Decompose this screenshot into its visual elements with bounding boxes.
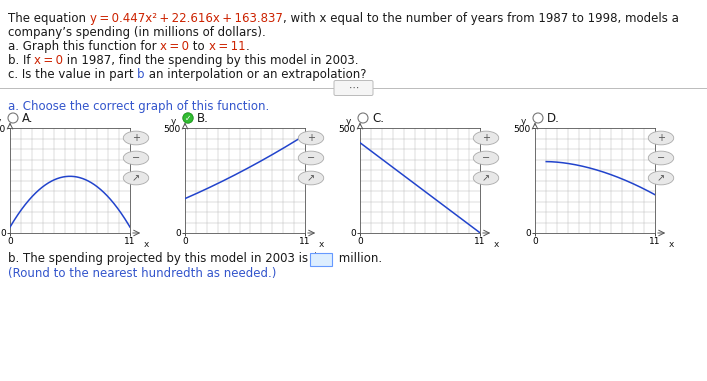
Circle shape (358, 113, 368, 123)
Text: b. The spending projected by this model in 2003 is $: b. The spending projected by this model … (8, 252, 320, 265)
Text: an interpolation or an extrapolation?: an interpolation or an extrapolation? (145, 68, 366, 81)
Text: a. Graph this function for: a. Graph this function for (8, 40, 160, 53)
Text: x: x (493, 240, 499, 249)
Text: y = 0.447x² + 22.616x + 163.837: y = 0.447x² + 22.616x + 163.837 (90, 12, 283, 25)
Text: ⋯: ⋯ (349, 83, 358, 93)
Text: +: + (482, 133, 490, 143)
Text: in 1987, find the spending by this model in 2003.: in 1987, find the spending by this model… (63, 54, 358, 67)
Text: ↗: ↗ (307, 173, 315, 183)
Circle shape (183, 113, 193, 123)
Circle shape (8, 113, 18, 123)
Text: ✓: ✓ (185, 114, 191, 123)
Text: C.: C. (372, 112, 384, 125)
Text: D.: D. (547, 112, 560, 125)
Text: y: y (171, 117, 176, 126)
Text: x: x (144, 240, 149, 249)
Text: million.: million. (335, 252, 382, 265)
FancyBboxPatch shape (334, 80, 373, 96)
Text: to: to (189, 40, 209, 53)
Text: −: − (132, 153, 140, 163)
Text: ↗: ↗ (482, 173, 490, 183)
Text: (Round to the nearest hundredth as needed.): (Round to the nearest hundredth as neede… (8, 267, 276, 280)
Circle shape (533, 113, 543, 123)
Text: −: − (482, 153, 490, 163)
Circle shape (183, 113, 193, 123)
Text: B.: B. (197, 112, 209, 125)
Text: .: . (245, 40, 249, 53)
Text: −: − (307, 153, 315, 163)
Text: ↗: ↗ (132, 173, 140, 183)
Text: , with x equal to the number of years from 1987 to 1998, models a: , with x equal to the number of years fr… (283, 12, 679, 25)
Text: A.: A. (22, 112, 33, 125)
Text: +: + (307, 133, 315, 143)
Text: x = 0: x = 0 (34, 54, 63, 67)
Text: x = 0: x = 0 (160, 40, 189, 53)
Text: +: + (657, 133, 665, 143)
Text: ↗: ↗ (657, 173, 665, 183)
Text: y: y (521, 117, 526, 126)
Text: x: x (669, 240, 674, 249)
Text: x = 11: x = 11 (209, 40, 245, 53)
Text: c. Is the value in part: c. Is the value in part (8, 68, 137, 81)
Text: b. If: b. If (8, 54, 34, 67)
Text: y: y (0, 117, 1, 126)
Text: x: x (319, 240, 324, 249)
Text: The equation: The equation (8, 12, 90, 25)
Text: b: b (137, 68, 145, 81)
Text: −: − (657, 153, 665, 163)
Text: a. Choose the correct graph of this function.: a. Choose the correct graph of this func… (8, 100, 269, 113)
Text: company’s spending (in millions of dollars).: company’s spending (in millions of dolla… (8, 26, 266, 39)
Text: +: + (132, 133, 140, 143)
Text: y: y (346, 117, 351, 126)
